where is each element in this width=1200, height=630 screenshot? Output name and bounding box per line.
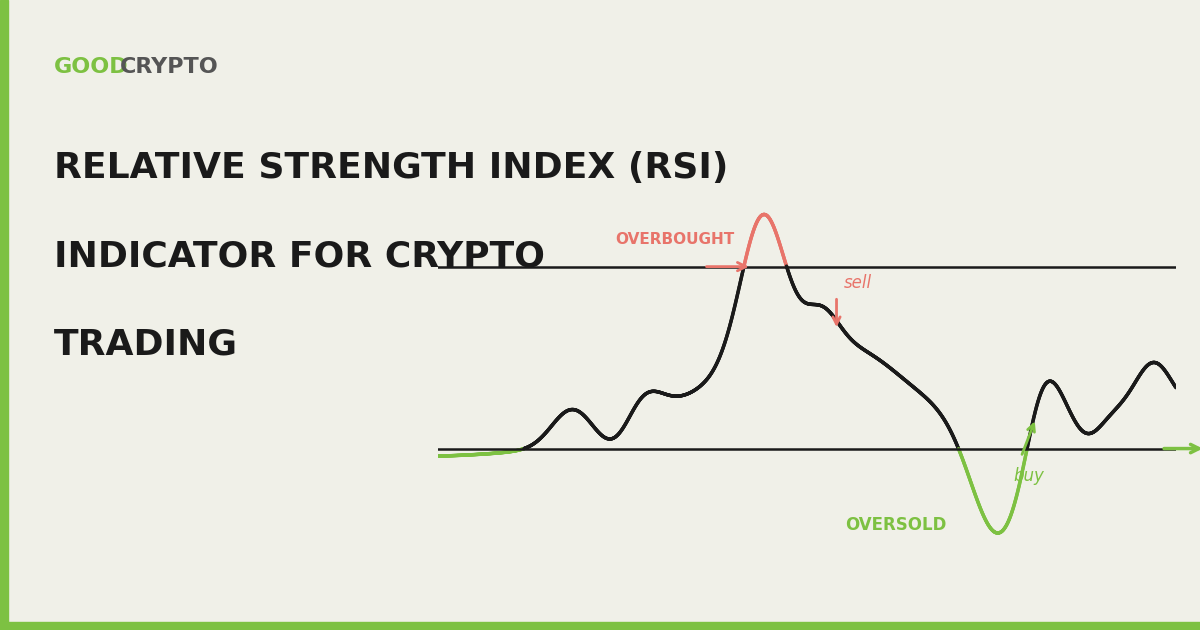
Text: RELATIVE STRENGTH INDEX (RSI): RELATIVE STRENGTH INDEX (RSI) [54,151,728,185]
Text: GOOD: GOOD [54,57,128,77]
Text: CRYPTO: CRYPTO [120,57,218,77]
Text: buy: buy [1014,467,1044,484]
Text: TRADING: TRADING [54,328,238,362]
Text: sell: sell [844,273,872,292]
Text: OVERSOLD: OVERSOLD [845,515,947,534]
Text: OVERBOUGHT: OVERBOUGHT [616,232,734,248]
Text: INDICATOR FOR CRYPTO: INDICATOR FOR CRYPTO [54,239,545,273]
